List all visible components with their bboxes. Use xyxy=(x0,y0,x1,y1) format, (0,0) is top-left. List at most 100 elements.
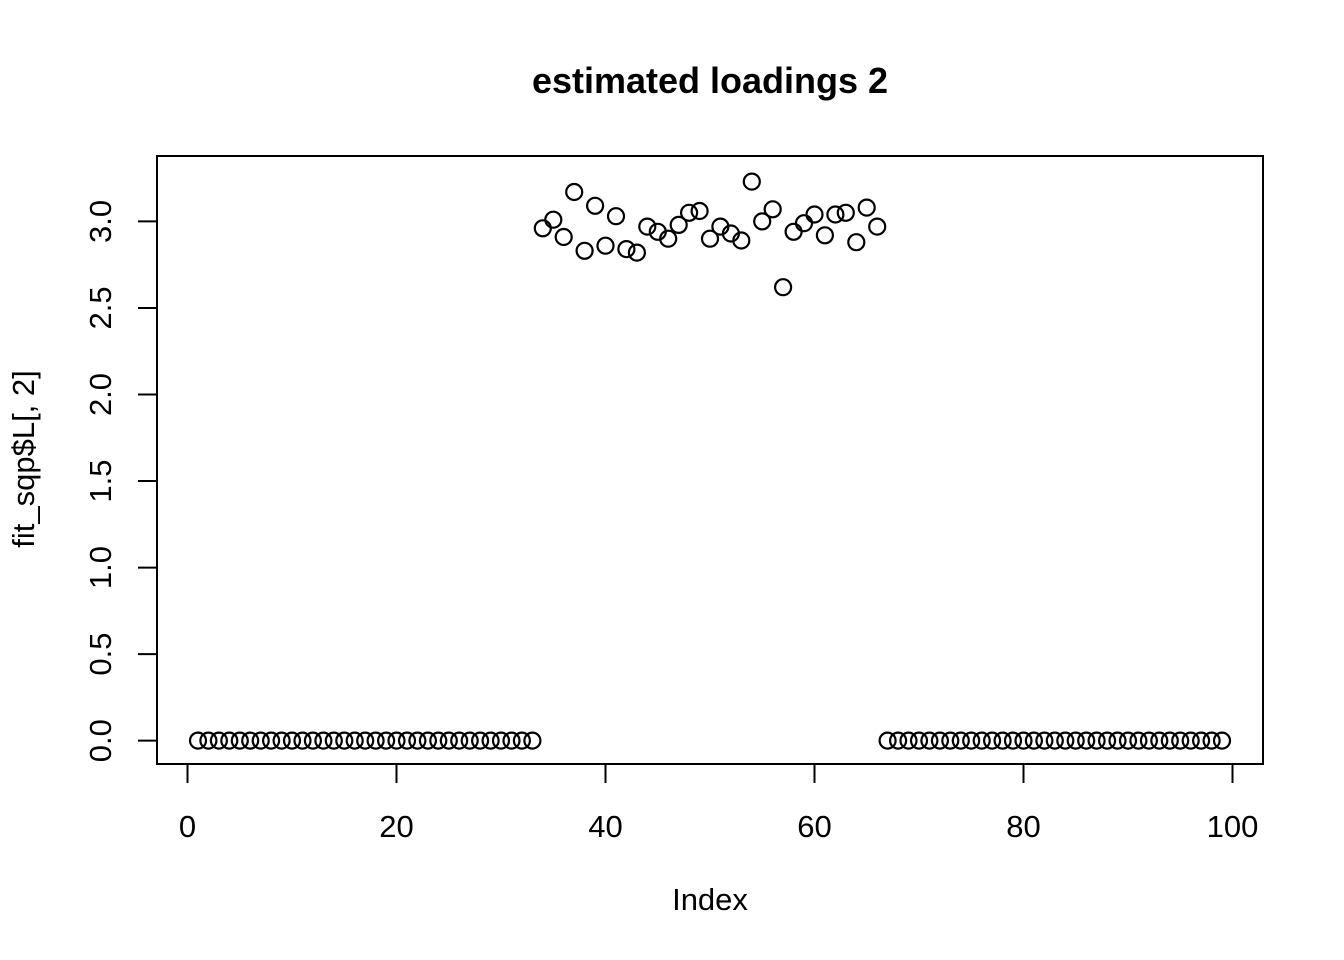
data-point xyxy=(565,182,584,202)
data-point xyxy=(899,731,918,750)
y-tick-label: 2.0 xyxy=(83,373,118,416)
data-point xyxy=(773,278,793,297)
data-point xyxy=(753,212,772,231)
y-tick-label: 1.5 xyxy=(83,459,118,502)
data-point xyxy=(920,731,939,750)
data-point xyxy=(690,201,709,221)
data-point xyxy=(439,731,458,750)
data-point xyxy=(1139,731,1159,750)
data-point xyxy=(930,731,950,750)
data-point xyxy=(878,731,897,750)
data-point xyxy=(1066,731,1085,750)
data-point xyxy=(1150,731,1169,750)
data-point xyxy=(982,731,1002,750)
data-point xyxy=(679,203,699,222)
plot-box xyxy=(156,155,1264,765)
data-point xyxy=(732,231,751,250)
data-point xyxy=(606,207,626,226)
data-point xyxy=(1191,731,1211,750)
data-point xyxy=(1024,731,1044,750)
data-point xyxy=(544,210,563,229)
data-point xyxy=(303,731,322,750)
data-point xyxy=(815,226,835,245)
data-point xyxy=(209,731,228,750)
data-point xyxy=(262,731,281,750)
data-point xyxy=(941,731,960,750)
data-point xyxy=(742,172,761,191)
data-point xyxy=(1077,731,1096,750)
y-tick-label: 3.0 xyxy=(83,200,118,243)
data-points xyxy=(188,172,1232,750)
data-point xyxy=(418,731,437,750)
x-axis-title: Index xyxy=(672,882,748,917)
data-point xyxy=(794,214,814,233)
data-point xyxy=(1097,731,1117,750)
data-point xyxy=(993,731,1012,750)
data-point xyxy=(314,731,333,750)
y-axis-title: fit_sqp$L[, 2] xyxy=(6,370,41,548)
data-point xyxy=(324,731,343,750)
data-point xyxy=(638,217,657,236)
data-point xyxy=(377,731,396,750)
x-axis-ticks: 0 20 40 60 80 100 xyxy=(179,764,1258,844)
data-point xyxy=(784,222,803,241)
data-point xyxy=(241,731,260,750)
data-point xyxy=(533,219,552,238)
data-point xyxy=(387,731,406,750)
data-point xyxy=(554,227,573,247)
data-point xyxy=(230,731,249,750)
data-point xyxy=(512,731,532,750)
data-point xyxy=(188,731,208,750)
data-point xyxy=(345,731,364,750)
data-point xyxy=(491,731,511,750)
x-tick-label: 80 xyxy=(1006,809,1040,844)
y-tick-label: 0.0 xyxy=(83,719,118,762)
data-point xyxy=(1035,731,1054,750)
data-point xyxy=(1171,731,1190,750)
x-tick-label: 40 xyxy=(588,809,622,844)
data-point xyxy=(251,731,270,750)
data-point xyxy=(868,217,887,236)
data-point xyxy=(909,731,929,750)
x-tick-label: 20 xyxy=(379,809,413,844)
data-point xyxy=(502,731,521,750)
data-point xyxy=(471,731,490,750)
data-point xyxy=(888,731,908,750)
data-point xyxy=(282,731,302,750)
x-tick-label: 100 xyxy=(1207,809,1259,844)
data-point xyxy=(1118,731,1138,750)
data-point xyxy=(847,233,866,252)
data-point xyxy=(1181,731,1200,750)
data-point xyxy=(1014,731,1033,750)
data-point xyxy=(356,731,375,750)
data-point xyxy=(450,731,469,750)
data-point xyxy=(408,731,427,750)
y-axis-ticks: 0.0 0.5 1.0 1.5 2.0 2.5 3.0 xyxy=(83,200,157,762)
data-point xyxy=(700,229,720,248)
data-point xyxy=(585,196,605,215)
data-point xyxy=(805,205,824,224)
data-point xyxy=(1160,731,1179,750)
data-point xyxy=(1202,731,1221,750)
data-point xyxy=(669,215,688,234)
data-point xyxy=(272,731,291,750)
data-point xyxy=(617,240,636,259)
data-point xyxy=(220,731,239,750)
data-point xyxy=(1045,731,1064,750)
data-point xyxy=(575,241,594,260)
data-point xyxy=(972,731,991,750)
y-tick-label: 0.5 xyxy=(83,633,118,676)
data-point xyxy=(763,200,782,219)
data-point xyxy=(397,731,417,750)
data-point xyxy=(659,229,678,248)
data-point xyxy=(627,243,647,262)
data-point xyxy=(836,203,855,222)
data-point xyxy=(1087,731,1106,750)
data-point xyxy=(366,731,385,750)
data-point xyxy=(1212,731,1232,750)
data-point xyxy=(1003,731,1023,750)
data-point xyxy=(826,205,845,224)
data-point xyxy=(293,731,312,750)
